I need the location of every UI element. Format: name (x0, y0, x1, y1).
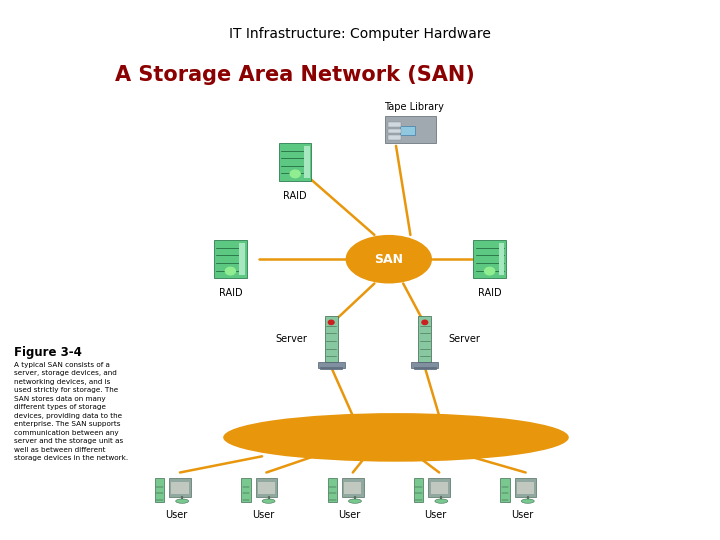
Text: SAN: SAN (374, 253, 403, 266)
FancyBboxPatch shape (500, 478, 510, 502)
Ellipse shape (176, 499, 189, 503)
FancyBboxPatch shape (388, 122, 401, 127)
FancyBboxPatch shape (517, 482, 534, 494)
Text: User: User (511, 510, 533, 521)
Text: User: User (166, 510, 187, 521)
FancyBboxPatch shape (258, 482, 275, 494)
Circle shape (225, 267, 235, 275)
FancyBboxPatch shape (342, 478, 364, 497)
FancyBboxPatch shape (279, 143, 311, 181)
Ellipse shape (435, 499, 448, 503)
Text: A typical SAN consists of a
server, storage devices, and
networking devices, and: A typical SAN consists of a server, stor… (14, 362, 129, 461)
FancyBboxPatch shape (498, 243, 504, 275)
FancyBboxPatch shape (414, 478, 423, 502)
Text: Server: Server (449, 334, 480, 344)
Text: RAID: RAID (478, 288, 501, 298)
Text: RAID: RAID (219, 288, 242, 298)
FancyBboxPatch shape (304, 146, 310, 178)
FancyBboxPatch shape (388, 135, 401, 140)
FancyBboxPatch shape (256, 478, 277, 497)
Circle shape (422, 320, 428, 325)
Ellipse shape (521, 499, 534, 503)
Ellipse shape (346, 235, 432, 284)
FancyBboxPatch shape (239, 243, 245, 275)
FancyBboxPatch shape (388, 129, 401, 133)
Text: A Storage Area Network (SAN): A Storage Area Network (SAN) (115, 65, 475, 85)
FancyBboxPatch shape (418, 316, 431, 362)
FancyBboxPatch shape (474, 240, 506, 278)
FancyBboxPatch shape (411, 362, 438, 368)
Text: User: User (252, 510, 274, 521)
Text: Tape Library: Tape Library (384, 102, 444, 112)
FancyBboxPatch shape (241, 478, 251, 502)
Circle shape (290, 170, 300, 178)
FancyBboxPatch shape (428, 478, 450, 497)
FancyBboxPatch shape (171, 482, 189, 494)
Text: User: User (425, 510, 446, 521)
Circle shape (328, 320, 334, 325)
Ellipse shape (348, 499, 361, 503)
Text: Server: Server (276, 334, 307, 344)
Text: User: User (338, 510, 360, 521)
FancyBboxPatch shape (169, 478, 191, 497)
FancyBboxPatch shape (385, 116, 436, 143)
Text: IT Infrastructure: Computer Hardware: IT Infrastructure: Computer Hardware (229, 27, 491, 41)
FancyBboxPatch shape (155, 478, 164, 502)
Text: RAID: RAID (284, 191, 307, 201)
Ellipse shape (223, 413, 569, 462)
Text: Figure 3-4: Figure 3-4 (14, 346, 82, 359)
FancyBboxPatch shape (515, 478, 536, 497)
Ellipse shape (262, 499, 275, 503)
FancyBboxPatch shape (400, 126, 415, 135)
FancyBboxPatch shape (344, 482, 361, 494)
FancyBboxPatch shape (431, 482, 448, 494)
FancyBboxPatch shape (215, 240, 246, 278)
FancyBboxPatch shape (328, 478, 337, 502)
Circle shape (485, 267, 495, 275)
FancyBboxPatch shape (325, 316, 338, 362)
FancyBboxPatch shape (318, 362, 345, 368)
